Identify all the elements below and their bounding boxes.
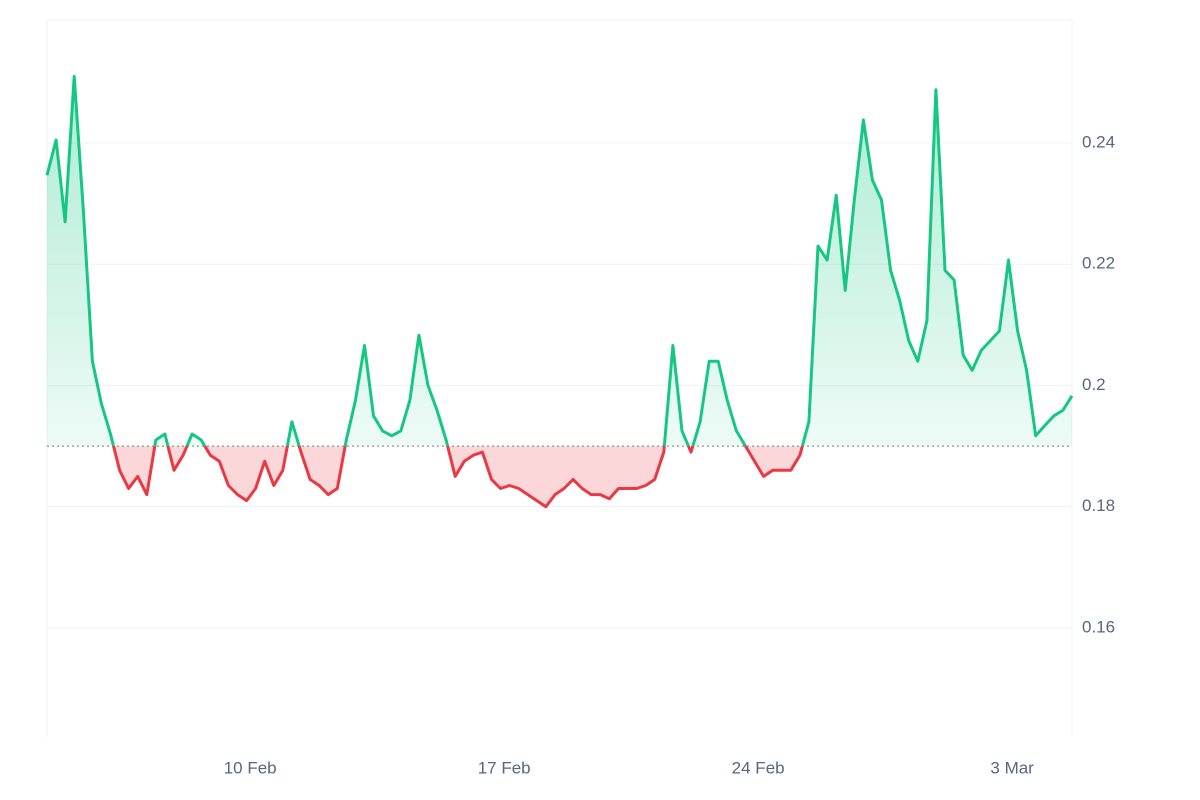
y-tick-label: 0.22 bbox=[1082, 254, 1115, 273]
area-up bbox=[47, 76, 1072, 447]
line-up bbox=[45, 74, 1074, 447]
area-down bbox=[47, 446, 1072, 507]
x-tick-label: 10 Feb bbox=[224, 758, 277, 777]
y-tick-label: 0.2 bbox=[1082, 375, 1106, 394]
x-tick-label: 17 Feb bbox=[478, 758, 531, 777]
y-tick-label: 0.24 bbox=[1082, 133, 1115, 152]
x-tick-label: 3 Mar bbox=[990, 758, 1034, 777]
x-tick-label: 24 Feb bbox=[732, 758, 785, 777]
y-tick-label: 0.16 bbox=[1082, 617, 1115, 636]
y-tick-label: 0.18 bbox=[1082, 496, 1115, 515]
line-down bbox=[111, 446, 804, 509]
